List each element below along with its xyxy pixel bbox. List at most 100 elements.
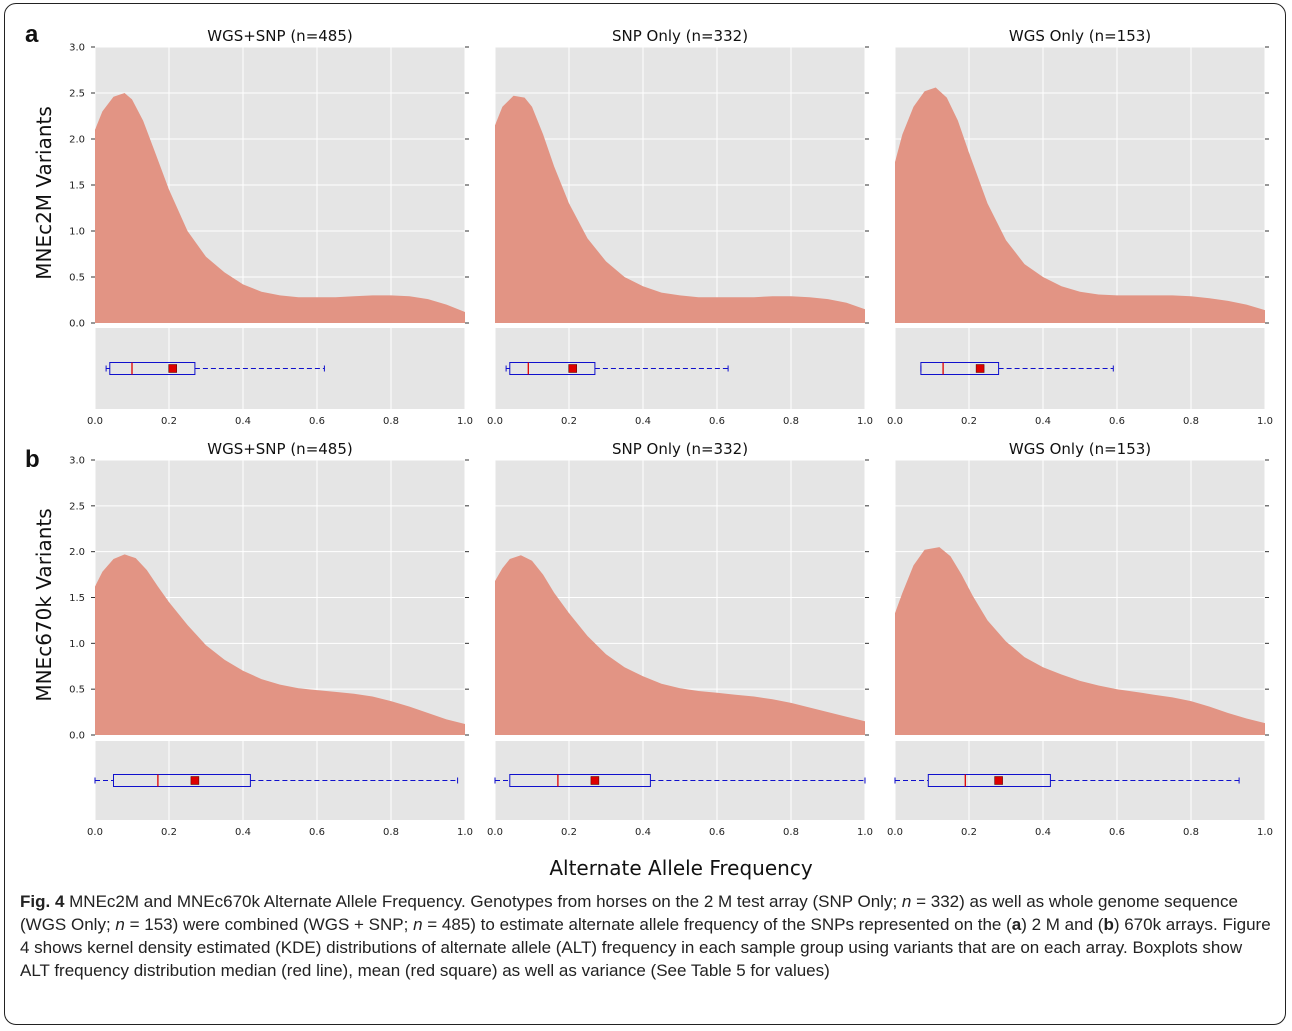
caption-text-4: = 485) to estimate alternate allele freq…: [427, 915, 1012, 934]
x-tick-label: 0.4: [1035, 827, 1051, 838]
y-tick-label: 2.5: [69, 501, 85, 512]
y-tick-label: 3.0: [69, 43, 85, 54]
box-iqr: [920, 362, 1000, 375]
panel-title: WGS+SNP (n=485): [207, 27, 353, 45]
y-tick-label: 1.0: [69, 227, 85, 238]
box-iqr: [113, 774, 251, 787]
x-tick-label: 0.0: [487, 416, 503, 427]
panel-letter-b: b: [25, 446, 40, 473]
y-tick-label: 2.0: [69, 135, 85, 146]
y-axis-label-row-b: MNEc670k Variants: [32, 508, 56, 701]
y-tick-label: 2.0: [69, 547, 85, 558]
kde-area: [95, 93, 465, 323]
mean-marker: [168, 364, 177, 373]
y-tick-label: 1.0: [69, 639, 85, 650]
boxplot-background: [495, 328, 865, 409]
x-tick-label: 0.6: [309, 827, 325, 838]
caption-panel-a: a: [1011, 915, 1022, 934]
x-tick-label: 1.0: [1257, 827, 1273, 838]
y-tick-label: 0.0: [69, 319, 85, 330]
x-axis-label: Alternate Allele Frequency: [549, 856, 812, 880]
caption-text-2: = 332) as well as whole genome sequence …: [20, 892, 1238, 934]
x-tick-label: 0.0: [887, 416, 903, 427]
chart-panels: 0.0 0.5 1.0 1.5 2.0 2.5 3.0 WGS+SNP (n=485) 0.0 0…: [69, 27, 1273, 838]
figure-caption: Fig. 4 MNEc2M and MNEc670k Alternate All…: [20, 890, 1275, 982]
x-tick-label: 0.8: [783, 827, 799, 838]
x-tick-label: 0.6: [1109, 827, 1125, 838]
caption-text-3: = 153) were combined (WGS + SNP;: [129, 915, 409, 934]
kde-area: [495, 555, 865, 735]
y-tick-label: 1.5: [69, 181, 85, 192]
kde-area: [95, 554, 465, 735]
caption-title: MNEc2M and MNEc670k Alternate Allele Fre…: [69, 892, 466, 911]
x-tick-label: 0.4: [235, 827, 251, 838]
boxplot-background: [895, 741, 1265, 820]
x-tick-label: 0.0: [87, 827, 103, 838]
x-tick-label: 0.6: [1109, 416, 1125, 427]
x-tick-label: 0.2: [161, 827, 177, 838]
x-tick-label: 0.8: [1183, 827, 1199, 838]
kde-area: [895, 547, 1265, 735]
x-tick-label: 0.0: [87, 416, 103, 427]
x-tick-label: 1.0: [457, 827, 473, 838]
panel-a-3: WGS Only (n=153) 0.0 0.2 0.4 0.6 0.8 1.0: [887, 27, 1273, 427]
panel-title: WGS Only (n=153): [1009, 27, 1151, 45]
x-tick-label: 0.4: [1035, 416, 1051, 427]
caption-n-2: n: [115, 915, 125, 934]
x-tick-label: 0.8: [383, 827, 399, 838]
x-tick-label: 0.4: [235, 416, 251, 427]
y-tick-label: 2.5: [69, 89, 85, 100]
x-tick-label: 0.2: [561, 827, 577, 838]
y-tick-label: 1.5: [69, 593, 85, 604]
kde-area: [495, 95, 865, 323]
y-tick-label: 0.5: [69, 273, 85, 284]
mean-marker: [994, 776, 1003, 785]
y-axis-label-row-a: MNEc2M Variants: [32, 106, 56, 280]
panel-b-2: SNP Only (n=332) 0.0 0.2 0.4 0.6 0.8 1.0: [487, 440, 873, 838]
box-iqr: [509, 362, 596, 375]
figure-chart-area: a b MNEc2M Variants MNEc670k Variants Al…: [25, 21, 1273, 880]
panel-title: WGS+SNP (n=485): [207, 440, 353, 458]
x-tick-label: 0.6: [709, 416, 725, 427]
mean-marker: [568, 364, 577, 373]
x-tick-label: 0.8: [383, 416, 399, 427]
x-tick-label: 0.6: [709, 827, 725, 838]
x-tick-label: 1.0: [857, 827, 873, 838]
caption-text-1: Genotypes from horses on the 2 M test ar…: [470, 892, 898, 911]
panel-title: WGS Only (n=153): [1009, 440, 1151, 458]
x-tick-label: 0.4: [635, 416, 651, 427]
panel-a-2: SNP Only (n=332) 0.0 0.2 0.4 0.6 0.8 1.0: [487, 27, 873, 427]
boxplot-background: [95, 328, 465, 409]
y-tick-label: 3.0: [69, 456, 85, 467]
panel-b-3: WGS Only (n=153) 0.0 0.2 0.4 0.6 0.8 1.0: [887, 440, 1273, 838]
x-tick-label: 1.0: [1257, 416, 1273, 427]
x-tick-label: 1.0: [457, 416, 473, 427]
x-tick-label: 0.4: [635, 827, 651, 838]
boxplot-background: [495, 741, 865, 820]
x-tick-label: 1.0: [857, 416, 873, 427]
box-iqr: [109, 362, 196, 375]
x-tick-label: 0.0: [887, 827, 903, 838]
mean-marker: [190, 776, 200, 785]
box-iqr: [509, 774, 651, 787]
caption-n-3: n: [413, 915, 423, 934]
mean-marker: [590, 776, 600, 785]
x-tick-label: 0.2: [961, 416, 977, 427]
panel-b-1: 0.0 0.5 1.0 1.5 2.0 2.5 3.0 WGS+SNP (n=485) 0.0 0…: [69, 440, 473, 838]
panel-title: SNP Only (n=332): [612, 440, 748, 458]
x-tick-label: 0.0: [487, 827, 503, 838]
y-tick-label: 0.0: [69, 731, 85, 742]
box-iqr: [927, 774, 1051, 787]
boxplot-background: [95, 741, 465, 820]
x-tick-label: 0.6: [309, 416, 325, 427]
x-tick-label: 0.2: [561, 416, 577, 427]
caption-label: Fig. 4: [20, 892, 65, 911]
kde-area: [895, 87, 1265, 323]
x-tick-label: 0.2: [961, 827, 977, 838]
panel-a-1: 0.0 0.5 1.0 1.5 2.0 2.5 3.0 WGS+SNP (n=485) 0.0 0…: [69, 27, 473, 427]
panel-letter-a: a: [25, 21, 39, 48]
x-tick-label: 0.2: [161, 416, 177, 427]
mean-marker: [975, 364, 985, 373]
panel-title: SNP Only (n=332): [612, 27, 748, 45]
caption-text-6: ) 670k arrays. Figure 4 shows kernel den…: [20, 915, 1271, 980]
